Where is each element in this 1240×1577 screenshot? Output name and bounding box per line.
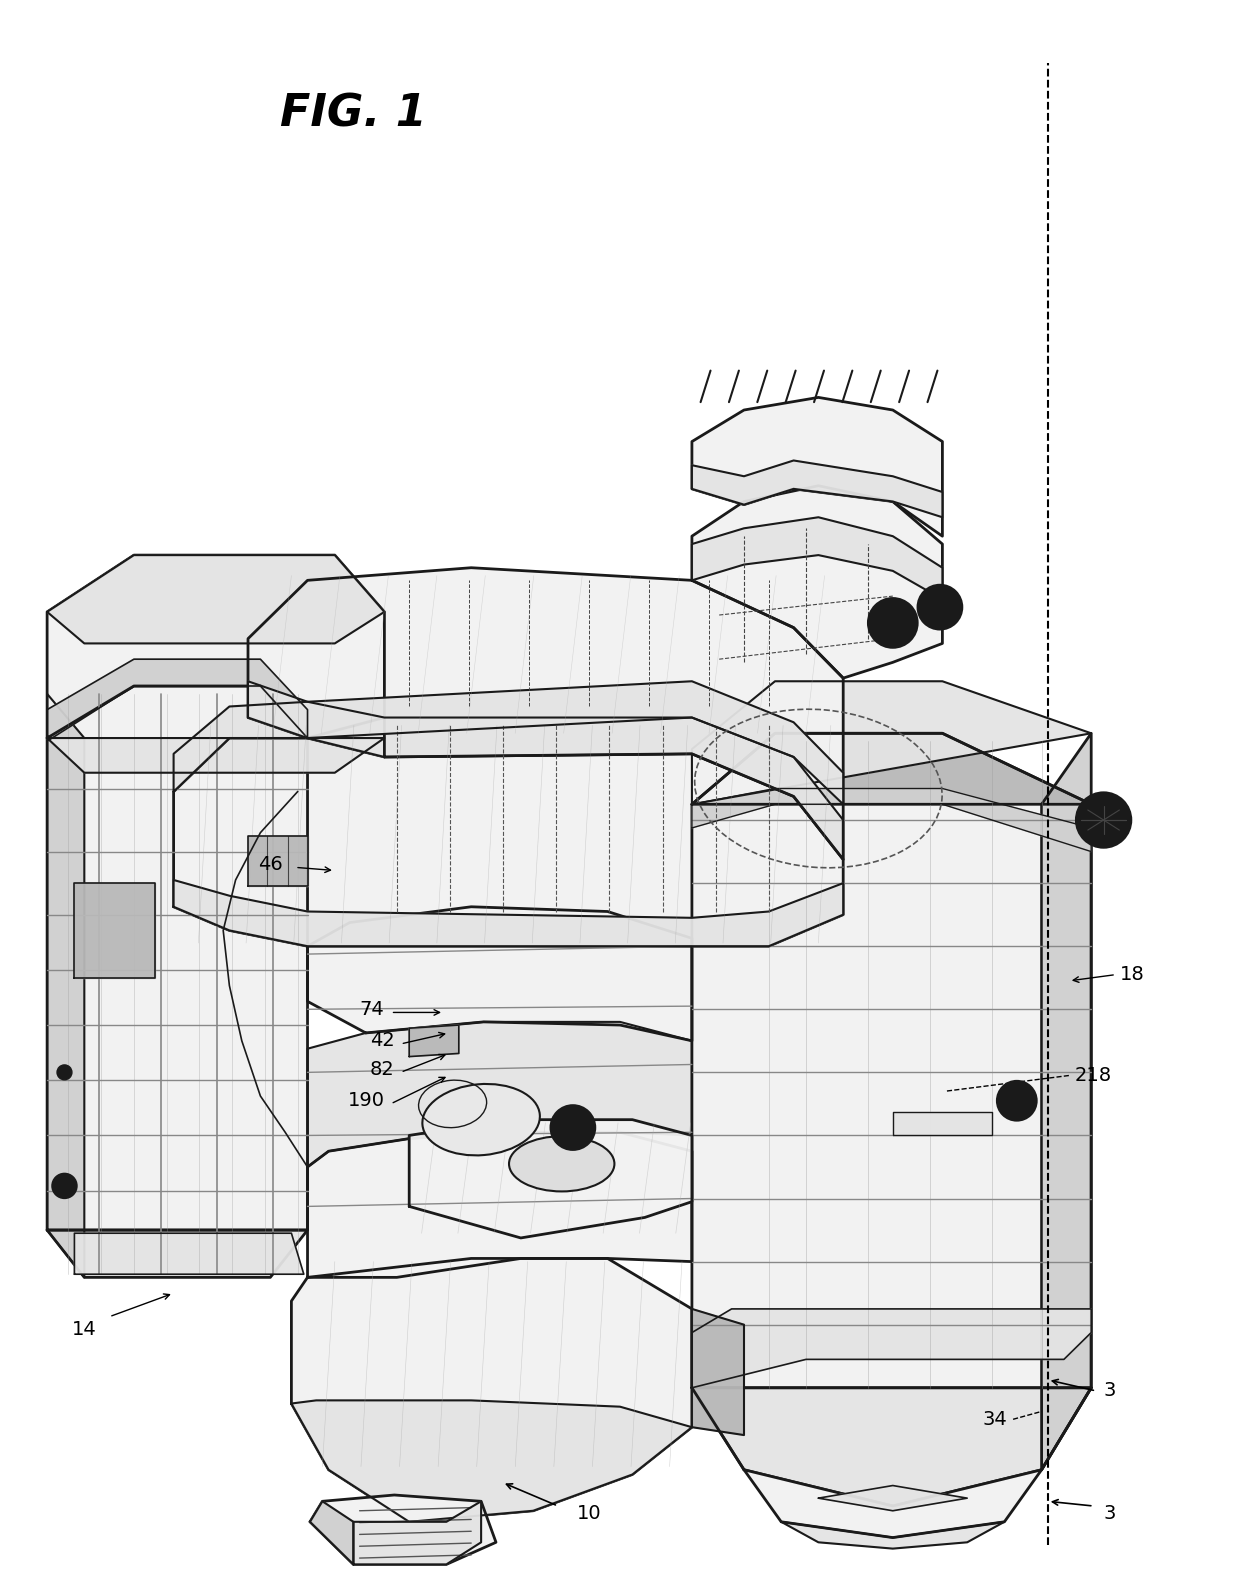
Polygon shape bbox=[818, 1486, 967, 1511]
Polygon shape bbox=[692, 733, 1091, 804]
Text: 82: 82 bbox=[370, 1060, 394, 1079]
Text: 190: 190 bbox=[347, 1091, 384, 1110]
Circle shape bbox=[57, 1064, 72, 1080]
Polygon shape bbox=[692, 486, 942, 678]
Circle shape bbox=[1089, 806, 1118, 834]
Polygon shape bbox=[174, 880, 843, 946]
Circle shape bbox=[1076, 793, 1131, 847]
Polygon shape bbox=[692, 733, 1091, 1388]
Circle shape bbox=[931, 598, 949, 617]
Polygon shape bbox=[1042, 733, 1091, 1470]
Circle shape bbox=[868, 598, 918, 648]
Text: 74: 74 bbox=[360, 1000, 384, 1019]
Circle shape bbox=[918, 585, 962, 629]
Circle shape bbox=[1009, 1093, 1024, 1109]
Polygon shape bbox=[409, 1120, 692, 1238]
Text: 18: 18 bbox=[1120, 965, 1145, 984]
Circle shape bbox=[563, 1118, 583, 1137]
Text: 3: 3 bbox=[1104, 1381, 1116, 1400]
Polygon shape bbox=[692, 1309, 1091, 1388]
Text: 14: 14 bbox=[72, 1320, 97, 1339]
Polygon shape bbox=[248, 681, 843, 804]
Polygon shape bbox=[74, 883, 155, 978]
Polygon shape bbox=[248, 568, 843, 859]
Polygon shape bbox=[47, 659, 308, 741]
Circle shape bbox=[52, 1173, 77, 1199]
Polygon shape bbox=[74, 1233, 304, 1274]
Polygon shape bbox=[174, 702, 843, 859]
Polygon shape bbox=[47, 738, 384, 773]
Polygon shape bbox=[308, 907, 692, 1041]
Polygon shape bbox=[308, 1132, 692, 1277]
Text: 218: 218 bbox=[1075, 1066, 1112, 1085]
Polygon shape bbox=[692, 788, 1091, 852]
Polygon shape bbox=[174, 738, 843, 946]
Text: 34: 34 bbox=[982, 1410, 1007, 1429]
Polygon shape bbox=[47, 555, 384, 738]
Polygon shape bbox=[409, 1025, 459, 1057]
Circle shape bbox=[997, 1080, 1037, 1121]
Polygon shape bbox=[47, 555, 384, 643]
Circle shape bbox=[883, 613, 903, 632]
Polygon shape bbox=[692, 460, 942, 517]
Text: 3: 3 bbox=[1104, 1504, 1116, 1523]
Polygon shape bbox=[47, 1230, 308, 1277]
Text: FIG. 1: FIG. 1 bbox=[280, 91, 427, 136]
Polygon shape bbox=[291, 1400, 692, 1522]
Polygon shape bbox=[692, 1309, 744, 1435]
Polygon shape bbox=[744, 1470, 1042, 1538]
Polygon shape bbox=[248, 836, 308, 886]
Polygon shape bbox=[291, 1258, 692, 1522]
Polygon shape bbox=[692, 397, 942, 536]
Text: 42: 42 bbox=[370, 1031, 394, 1050]
Polygon shape bbox=[692, 517, 942, 599]
Polygon shape bbox=[310, 1495, 496, 1564]
Text: 10: 10 bbox=[577, 1504, 601, 1523]
Ellipse shape bbox=[423, 1083, 539, 1156]
Text: 46: 46 bbox=[258, 855, 283, 874]
Polygon shape bbox=[692, 681, 1091, 804]
Polygon shape bbox=[781, 1522, 1004, 1549]
Polygon shape bbox=[47, 694, 84, 1277]
Polygon shape bbox=[310, 1501, 353, 1564]
Polygon shape bbox=[47, 686, 308, 1230]
Polygon shape bbox=[692, 1388, 1091, 1506]
Polygon shape bbox=[308, 1022, 692, 1167]
Polygon shape bbox=[893, 1112, 992, 1135]
Ellipse shape bbox=[510, 1135, 615, 1192]
Polygon shape bbox=[353, 1501, 481, 1564]
Circle shape bbox=[551, 1105, 595, 1150]
